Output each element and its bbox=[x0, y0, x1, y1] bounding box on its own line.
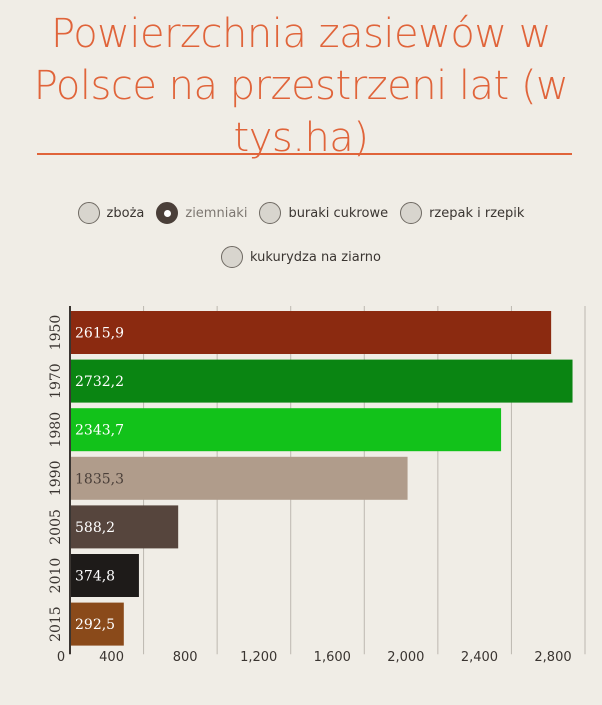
bar bbox=[71, 311, 552, 354]
radio-button[interactable] bbox=[77, 202, 100, 224]
radio-button[interactable] bbox=[259, 202, 282, 224]
y-tick-label: 2015 bbox=[48, 606, 64, 642]
data-label: 1835,3 bbox=[75, 471, 124, 487]
x-tick-label: 800 bbox=[173, 650, 198, 665]
option-rzepak-i-rzepik[interactable]: rzepak i rzepik bbox=[400, 200, 524, 226]
option-label: ziemniaki bbox=[185, 205, 248, 221]
option-zboża[interactable]: zboża bbox=[77, 200, 145, 226]
bar bbox=[71, 408, 502, 452]
data-label: 2615,9 bbox=[75, 326, 124, 342]
bar bbox=[71, 456, 408, 500]
y-tick-label: 1980 bbox=[48, 412, 64, 448]
option-kukurydza-na-ziarno[interactable]: kukurydza na ziarno bbox=[221, 244, 381, 270]
page-title: Powierzchnia zasiewów w Polsce na przest… bbox=[33, 11, 569, 161]
option-label: zboża bbox=[106, 205, 145, 221]
x-tick-label: 1,200 bbox=[240, 650, 277, 665]
series-selector: zboża ziemniaki buraki cukrowe rzepak i rze… bbox=[30, 200, 572, 270]
data-label: 374,8 bbox=[75, 569, 115, 585]
data-label: 292,5 bbox=[75, 617, 115, 633]
option-label: rzepak i rzepik bbox=[429, 205, 525, 221]
option-label: kukurydza na ziarno bbox=[250, 249, 381, 265]
bar bbox=[71, 359, 573, 403]
bar bbox=[71, 554, 139, 597]
x-tick-label: 0 bbox=[57, 650, 65, 665]
option-buraki-cukrowe[interactable]: buraki cukrowe bbox=[259, 200, 388, 226]
data-label: 2732,2 bbox=[75, 374, 124, 390]
x-tick-label: 400 bbox=[99, 650, 124, 665]
radio-button[interactable] bbox=[400, 202, 423, 224]
y-tick-label: 1950 bbox=[48, 315, 64, 351]
option-ziemniaki[interactable]: ziemniaki bbox=[156, 200, 247, 226]
radio-button[interactable] bbox=[156, 202, 179, 224]
y-tick-label: 1990 bbox=[48, 460, 64, 496]
data-label: 2343,7 bbox=[75, 423, 124, 439]
y-tick-label: 2005 bbox=[48, 509, 64, 545]
x-tick-label: 2,000 bbox=[387, 650, 424, 665]
data-label: 588,2 bbox=[75, 520, 115, 536]
y-tick-label: 2010 bbox=[48, 558, 64, 594]
radio-button[interactable] bbox=[221, 246, 243, 268]
x-tick-label: 2,400 bbox=[461, 650, 498, 665]
bar bbox=[71, 505, 179, 549]
x-tick-label: 1,600 bbox=[314, 650, 351, 665]
title-divider bbox=[37, 153, 572, 155]
option-label: buraki cukrowe bbox=[288, 205, 389, 221]
x-tick-label: 2,800 bbox=[534, 650, 571, 665]
y-tick-label: 1970 bbox=[48, 363, 64, 399]
bar-chart: 2615,9 1950 2732,2 1970 2343,7 1980 1835,3 1990… bbox=[48, 306, 586, 665]
bar bbox=[71, 602, 124, 646]
